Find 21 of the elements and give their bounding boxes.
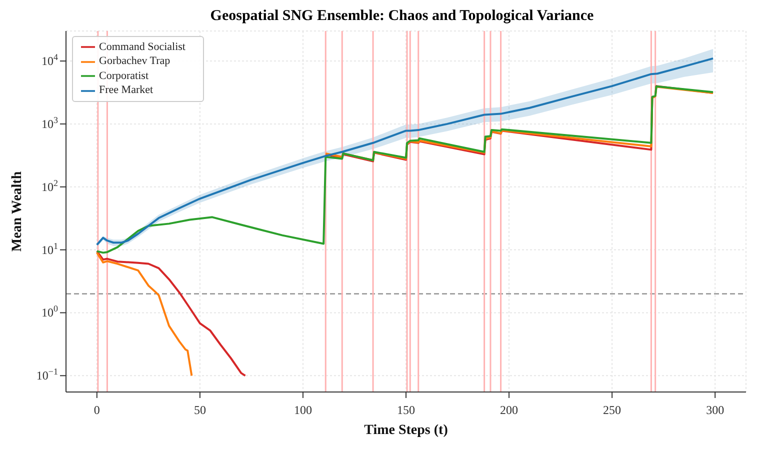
y-tick-label: 10$^{2}$	[42, 178, 58, 194]
x-tick-label: 250	[603, 403, 622, 417]
x-axis-title: Time Steps (t)	[364, 422, 448, 438]
x-tick-label: 300	[706, 403, 724, 417]
line-series	[96, 85, 714, 254]
chart-title: Geospatial SNG Ensemble: Chaos and Topological Variance	[209, 8, 595, 26]
x-tick-label: 0	[94, 403, 100, 417]
legend-label: Corporatist	[99, 70, 148, 82]
y-tick-label: 10$^{3}$	[42, 114, 58, 131]
x-tick-label: 50	[194, 403, 206, 417]
legend-label: Command Socialist	[99, 41, 186, 53]
y-tick-label: 10$^{0}$	[42, 304, 58, 320]
x-tick-label: 200	[500, 403, 518, 417]
y-tick-label: 10$^{4}$	[42, 52, 58, 68]
x-tick-label: 150	[397, 403, 415, 417]
legend-label: Gorbachev Trap	[99, 55, 170, 68]
x-tick-label: 100	[294, 403, 312, 417]
legend-label: Free Market	[99, 84, 154, 96]
y-tick-label: 10$^{1}$	[42, 240, 58, 257]
y-tick-label: 10$^{−1}$	[36, 366, 58, 383]
y-axis-title: Mean Wealth	[10, 171, 25, 252]
